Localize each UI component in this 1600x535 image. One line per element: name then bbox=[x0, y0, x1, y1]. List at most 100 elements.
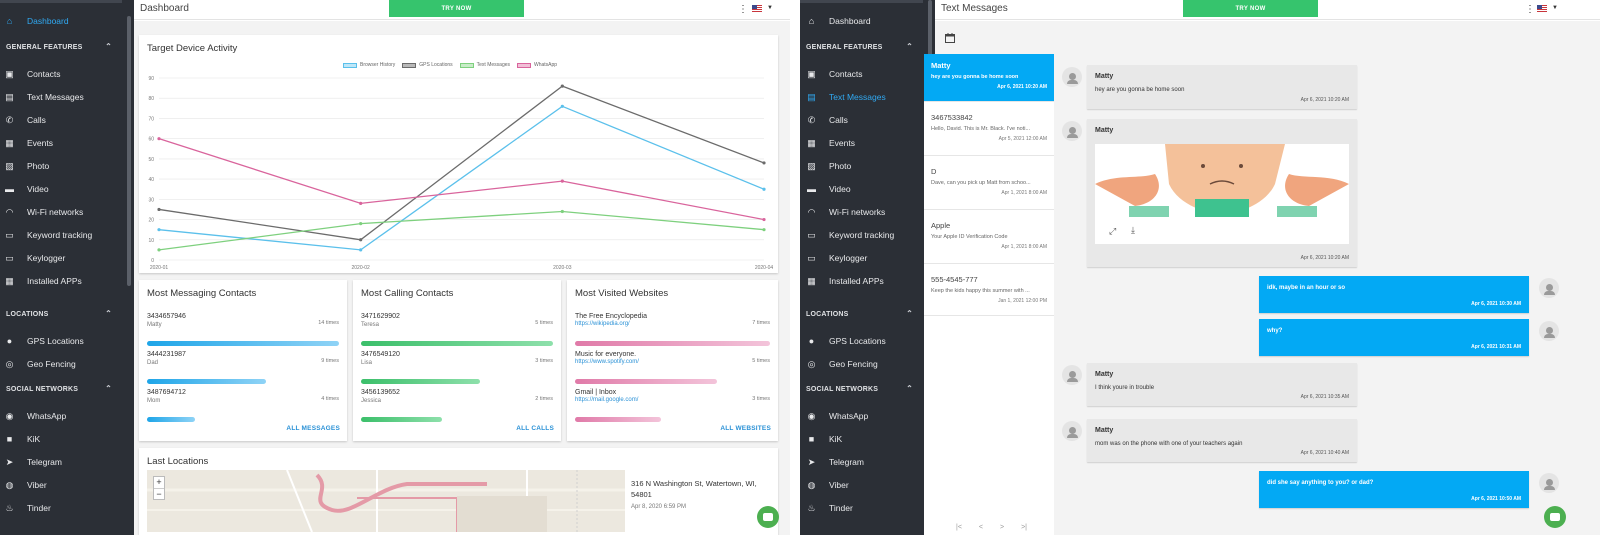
avatar bbox=[1539, 321, 1559, 341]
sidebar-item-apps[interactable]: ▦ Installed APPs bbox=[800, 270, 935, 292]
chevron-up-icon[interactable]: ⌃ bbox=[906, 42, 913, 51]
all-calls-link[interactable]: ALL CALLS bbox=[516, 425, 554, 432]
zoom-out-button[interactable]: − bbox=[154, 488, 164, 499]
sidebar-item-viber[interactable]: ◍ Viber bbox=[800, 474, 935, 496]
sidebar-item-events[interactable]: ▦ Events bbox=[800, 132, 935, 154]
sidebar-item-gps[interactable]: ● GPS Locations bbox=[800, 330, 935, 352]
calendar-icon[interactable] bbox=[945, 33, 955, 43]
sidebar-item-tinder[interactable]: ♨ Tinder bbox=[0, 497, 134, 519]
sidebar-item-tinder[interactable]: ♨ Tinder bbox=[800, 497, 935, 519]
websites-card: Most Visited Websites The Free Encyclope… bbox=[567, 280, 778, 441]
sidebar-item-text-messages[interactable]: ▤ Text Messages bbox=[0, 86, 134, 108]
more-menu-icon[interactable]: ⋮ bbox=[738, 4, 748, 15]
chevron-up-icon[interactable]: ⌃ bbox=[906, 384, 913, 393]
first-page-button[interactable]: |< bbox=[956, 524, 962, 531]
sidebar-section-general[interactable]: GENERAL FEATURES ⌃ bbox=[0, 39, 134, 55]
sidebar-item-whatsapp[interactable]: ◉ WhatsApp bbox=[0, 405, 134, 427]
chevron-up-icon[interactable]: ⌃ bbox=[105, 42, 112, 51]
sidebar-item-contacts[interactable]: ▣ Contacts bbox=[800, 63, 935, 85]
sidebar-item-gps[interactable]: ● GPS Locations bbox=[0, 330, 134, 352]
sidebar-item-text-messages[interactable]: ▤ Text Messages bbox=[800, 86, 935, 108]
sidebar-item-calls[interactable]: ✆ Calls bbox=[800, 109, 935, 131]
sidebar-item-kik[interactable]: ■ KiK bbox=[0, 428, 134, 450]
y-tick-label: 0 bbox=[151, 258, 154, 264]
sidebar-item-geofencing[interactable]: ◎ Geo Fencing bbox=[0, 353, 134, 375]
us-flag-icon[interactable] bbox=[752, 5, 762, 12]
sidebar-item-kik[interactable]: ■ KiK bbox=[800, 428, 935, 450]
sidebar-item-wifi[interactable]: ◠ Wi-Fi networks bbox=[800, 201, 935, 223]
sidebar-item-apps[interactable]: ▦ Installed APPs bbox=[0, 270, 134, 292]
zoom-in-button[interactable]: + bbox=[156, 477, 162, 487]
list-item: Music for everyone. https://www.spotify.c… bbox=[575, 351, 770, 385]
sidebar-section-locations[interactable]: LOCATIONS ⌃ bbox=[800, 306, 935, 322]
sidebar-item-photo[interactable]: ▨ Photo bbox=[0, 155, 134, 177]
thread-item[interactable]: Matty hey are you gonna be home soon Apr 6… bbox=[924, 54, 1054, 102]
chevron-up-icon[interactable]: ⌃ bbox=[105, 309, 112, 318]
sidebar-section-locations[interactable]: LOCATIONS ⌃ bbox=[0, 306, 134, 322]
fullscreen-icon[interactable]: ⤢ bbox=[1109, 226, 1117, 236]
sidebar-item-photo[interactable]: ▨ Photo bbox=[800, 155, 935, 177]
sidebar-item-contacts[interactable]: ▣ Contacts bbox=[0, 63, 134, 85]
sidebar-item-keyword[interactable]: ▭ Keyword tracking bbox=[800, 224, 935, 246]
thread-item[interactable]: D Dave, can you pick up Matt from schoo..… bbox=[924, 160, 1054, 210]
all-websites-link[interactable]: ALL WEBSITES bbox=[720, 425, 771, 432]
location-map[interactable]: + − bbox=[147, 470, 625, 532]
sidebar-item-telegram[interactable]: ➤ Telegram bbox=[0, 451, 134, 473]
website-url[interactable]: https://mail.google.com/ bbox=[575, 397, 639, 403]
data-point bbox=[762, 161, 766, 165]
y-tick-label: 20 bbox=[148, 218, 154, 224]
sidebar-item-calls[interactable]: ✆ Calls bbox=[0, 109, 134, 131]
sidebar-item-dashboard[interactable]: ⌂ Dashboard bbox=[800, 10, 935, 32]
caret-down-icon[interactable]: ▼ bbox=[1552, 5, 1558, 11]
try-now-button[interactable]: TRY NOW bbox=[389, 0, 524, 17]
sidebar-scrollbar[interactable] bbox=[127, 16, 131, 286]
sidebar-item-keylogger[interactable]: ▭ Keylogger bbox=[0, 247, 134, 269]
last-page-button[interactable]: >| bbox=[1021, 524, 1027, 531]
sidebar-item-video[interactable]: ▬ Video bbox=[0, 178, 134, 200]
message-text: why? bbox=[1267, 328, 1283, 334]
more-menu-icon[interactable]: ⋮ bbox=[1525, 4, 1535, 15]
us-flag-icon[interactable] bbox=[1537, 5, 1547, 12]
sidebar-item-wifi[interactable]: ◠ Wi-Fi networks bbox=[0, 201, 134, 223]
chat-support-button[interactable] bbox=[757, 506, 779, 528]
website-url[interactable]: https://wikipedia.org/ bbox=[575, 321, 630, 327]
sidebar-item-keylogger[interactable]: ▭ Keylogger bbox=[800, 247, 935, 269]
sidebar-item-label: Tinder bbox=[829, 503, 853, 513]
sidebar-section-social[interactable]: SOCIAL NETWORKS ⌃ bbox=[0, 381, 134, 397]
contact-number: 3444231987 bbox=[147, 351, 186, 358]
sidebar-section-general[interactable]: GENERAL FEATURES ⌃ bbox=[800, 39, 935, 55]
list-item: The Free Encyclopedia https://wikipedia.o… bbox=[575, 313, 770, 347]
legend-item[interactable]: GPS Locations bbox=[402, 62, 453, 68]
thread-date: Jan 1, 2021 12:00 PM bbox=[998, 298, 1047, 304]
legend-swatch bbox=[402, 62, 417, 68]
website-url[interactable]: https://www.spotify.com/ bbox=[575, 359, 639, 365]
legend-item[interactable]: Text Messages bbox=[459, 62, 510, 68]
sidebar-item-events[interactable]: ▦ Events bbox=[0, 132, 134, 154]
sidebar-item-viber[interactable]: ◍ Viber bbox=[0, 474, 134, 496]
chevron-up-icon[interactable]: ⌃ bbox=[906, 309, 913, 318]
thread-item[interactable]: 3467533842 Hello, David. This is Mr. Blac… bbox=[924, 106, 1054, 156]
sidebar-item-label: Calls bbox=[829, 115, 848, 125]
sidebar-section-social[interactable]: SOCIAL NETWORKS ⌃ bbox=[800, 381, 935, 397]
shrug-illustration[interactable] bbox=[1095, 144, 1349, 217]
legend-item[interactable]: Browser History bbox=[343, 62, 395, 68]
sidebar-item-telegram[interactable]: ➤ Telegram bbox=[800, 451, 935, 473]
sidebar-item-dashboard[interactable]: ⌂ Dashboard bbox=[0, 10, 134, 32]
try-now-button[interactable]: TRY NOW bbox=[1183, 0, 1318, 17]
prev-page-button[interactable]: < bbox=[978, 524, 983, 531]
chart-legend: Browser History GPS Locations Text Messa… bbox=[343, 62, 557, 68]
sidebar-item-video[interactable]: ▬ Video bbox=[800, 178, 935, 200]
thread-item[interactable]: Apple Your Apple ID Verification Code Apr … bbox=[924, 214, 1054, 264]
next-page-button[interactable]: > bbox=[1000, 524, 1005, 531]
legend-item[interactable]: WhatsApp bbox=[517, 62, 557, 68]
chat-support-button[interactable] bbox=[1544, 506, 1566, 528]
all-messages-link[interactable]: ALL MESSAGES bbox=[286, 425, 340, 432]
contact-number: 3456139652 bbox=[361, 389, 400, 396]
chevron-up-icon[interactable]: ⌃ bbox=[105, 384, 112, 393]
sidebar-item-geofencing[interactable]: ◎ Geo Fencing bbox=[800, 353, 935, 375]
download-icon[interactable]: ⤓ bbox=[1131, 225, 1135, 235]
caret-down-icon[interactable]: ▼ bbox=[767, 5, 773, 11]
thread-item[interactable]: 555-4545-777 Keep the kids happy this sum… bbox=[924, 268, 1054, 316]
sidebar-item-whatsapp[interactable]: ◉ WhatsApp bbox=[800, 405, 935, 427]
sidebar-item-keyword[interactable]: ▭ Keyword tracking bbox=[0, 224, 134, 246]
